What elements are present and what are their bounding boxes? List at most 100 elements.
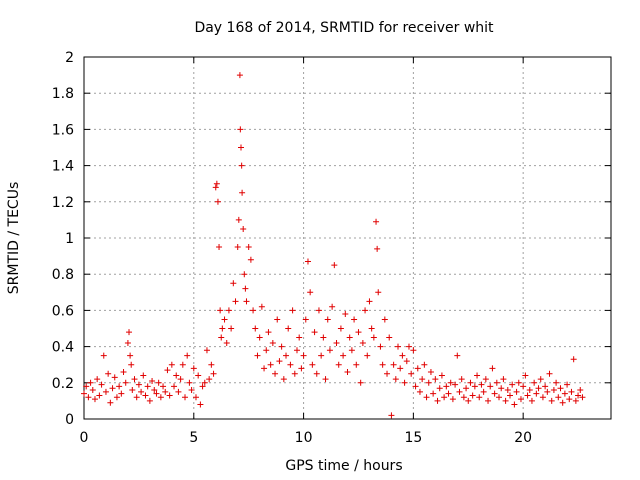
data-point [324, 316, 331, 323]
data-point [113, 394, 120, 401]
data-point [362, 307, 369, 314]
data-point [533, 390, 540, 397]
data-point [309, 361, 316, 368]
data-point [353, 361, 360, 368]
data-point [190, 365, 197, 372]
y-axis-label: SRMTID / TECUs [6, 182, 22, 295]
data-point [416, 388, 423, 395]
y-tick-label: 1.2 [52, 195, 74, 211]
data-point [122, 379, 129, 386]
data-point [568, 388, 575, 395]
data-point [513, 388, 520, 395]
data-point [445, 390, 452, 397]
data-point [500, 376, 507, 383]
data-point [289, 307, 296, 314]
data-point [267, 361, 274, 368]
data-point [127, 352, 134, 359]
data-point [498, 385, 505, 392]
data-point [311, 329, 318, 336]
data-point [177, 376, 184, 383]
data-point [149, 377, 156, 384]
data-point [509, 381, 516, 388]
data-point [561, 390, 568, 397]
data-point [160, 383, 167, 390]
data-point [489, 365, 496, 372]
data-point [135, 381, 142, 388]
data-point [133, 394, 140, 401]
data-point [100, 352, 107, 359]
data-point [329, 303, 336, 310]
data-point [357, 379, 364, 386]
data-point [414, 365, 421, 372]
data-point [342, 311, 349, 318]
data-point [89, 387, 96, 394]
data-point [175, 388, 182, 395]
data-point [401, 379, 408, 386]
data-point [219, 325, 226, 332]
x-tick-label: 10 [295, 430, 313, 446]
data-point [557, 385, 564, 392]
data-point [118, 390, 125, 397]
data-point [188, 387, 195, 394]
data-point [195, 372, 202, 379]
data-point [263, 347, 270, 354]
data-point [212, 184, 219, 191]
data-point [460, 394, 467, 401]
data-point [458, 376, 465, 383]
data-point [403, 358, 410, 365]
data-point [502, 397, 509, 404]
data-point [276, 358, 283, 365]
data-point [102, 388, 109, 395]
data-point [390, 361, 397, 368]
data-point [555, 394, 562, 401]
data-point [242, 285, 249, 292]
data-point [474, 372, 481, 379]
data-point [476, 394, 483, 401]
data-point [298, 365, 305, 372]
data-point [340, 352, 347, 359]
chart-title: Day 168 of 2014, SRMTID for receiver whi… [194, 20, 494, 36]
data-point [553, 379, 560, 386]
x-tick-label: 20 [514, 430, 532, 446]
data-point [344, 368, 351, 375]
data-point [239, 189, 246, 196]
data-point [496, 394, 503, 401]
data-point [192, 394, 199, 401]
data-point [419, 376, 426, 383]
data-point [278, 343, 285, 350]
data-point [241, 271, 248, 278]
data-point [142, 392, 149, 399]
data-point [564, 381, 571, 388]
data-point [434, 397, 441, 404]
data-point [364, 352, 371, 359]
data-point [333, 339, 340, 346]
data-point [274, 316, 281, 323]
y-tick-label: 2 [65, 50, 74, 66]
data-point [87, 379, 94, 386]
data-point [491, 390, 498, 397]
data-point [388, 412, 395, 419]
data-point [213, 180, 220, 187]
data-point [230, 280, 237, 287]
data-point [399, 352, 406, 359]
data-point [559, 399, 566, 406]
data-point [157, 394, 164, 401]
data-point [300, 352, 307, 359]
data-point [131, 376, 138, 383]
data-point [250, 307, 257, 314]
data-point [375, 289, 382, 296]
data-point [85, 394, 92, 401]
data-point [206, 376, 213, 383]
data-point [432, 376, 439, 383]
data-point [238, 162, 245, 169]
data-point [373, 218, 380, 225]
x-axis-label: GPS time / hours [285, 458, 402, 474]
data-point [261, 365, 268, 372]
data-point [240, 225, 247, 232]
data-point [179, 361, 186, 368]
data-point [256, 334, 263, 341]
x-tick-label: 0 [80, 430, 89, 446]
data-point [111, 374, 118, 381]
data-point [126, 329, 133, 336]
